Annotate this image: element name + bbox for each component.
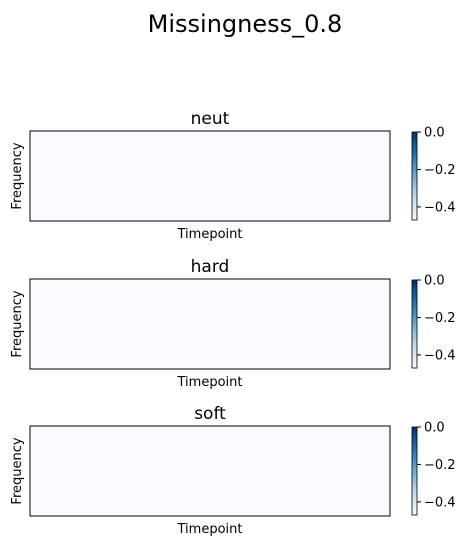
colorbar-tick-label: 0.0	[424, 274, 445, 289]
colorbar-tick-label: −0.2	[424, 163, 456, 178]
subplot-title: soft	[194, 404, 226, 424]
colorbar-tick-label: −0.4	[424, 495, 456, 510]
heatmap-area	[29, 130, 391, 222]
subplot-hard: hard Timepoint Frequency 0.0 −0.2 −0.4	[10, 257, 456, 390]
subplot-title: neut	[191, 109, 230, 129]
x-axis-label: Timepoint	[177, 522, 243, 537]
colorbar	[411, 426, 418, 516]
colorbar-tick-label: 0.0	[424, 421, 445, 436]
y-axis-label: Frequency	[10, 437, 25, 504]
colorbar	[411, 279, 418, 369]
subplot-title: hard	[191, 257, 230, 277]
subplots: neut Timepoint Frequency 0.0 −0.2 −0.4 hard Tim…	[10, 109, 456, 537]
heatmap-area	[29, 278, 391, 370]
x-axis-label: Timepoint	[177, 375, 243, 390]
x-axis-label: Timepoint	[177, 227, 243, 242]
figure-title: Missingness_0.8	[148, 10, 343, 38]
subplot-soft: soft Timepoint Frequency 0.0 −0.2 −0.4	[10, 404, 456, 537]
colorbar-tick-label: −0.2	[424, 311, 456, 326]
colorbar-tick-label: −0.4	[424, 348, 456, 363]
colorbar-tick-label: −0.4	[424, 200, 456, 215]
y-axis-label: Frequency	[10, 290, 25, 357]
colorbar-tick-label: −0.2	[424, 458, 456, 473]
subplot-neut: neut Timepoint Frequency 0.0 −0.2 −0.4	[10, 109, 456, 242]
heatmap-area	[29, 425, 391, 517]
colorbar-tick-label: 0.0	[424, 126, 445, 141]
colorbar	[411, 131, 418, 221]
y-axis-label: Frequency	[10, 142, 25, 209]
